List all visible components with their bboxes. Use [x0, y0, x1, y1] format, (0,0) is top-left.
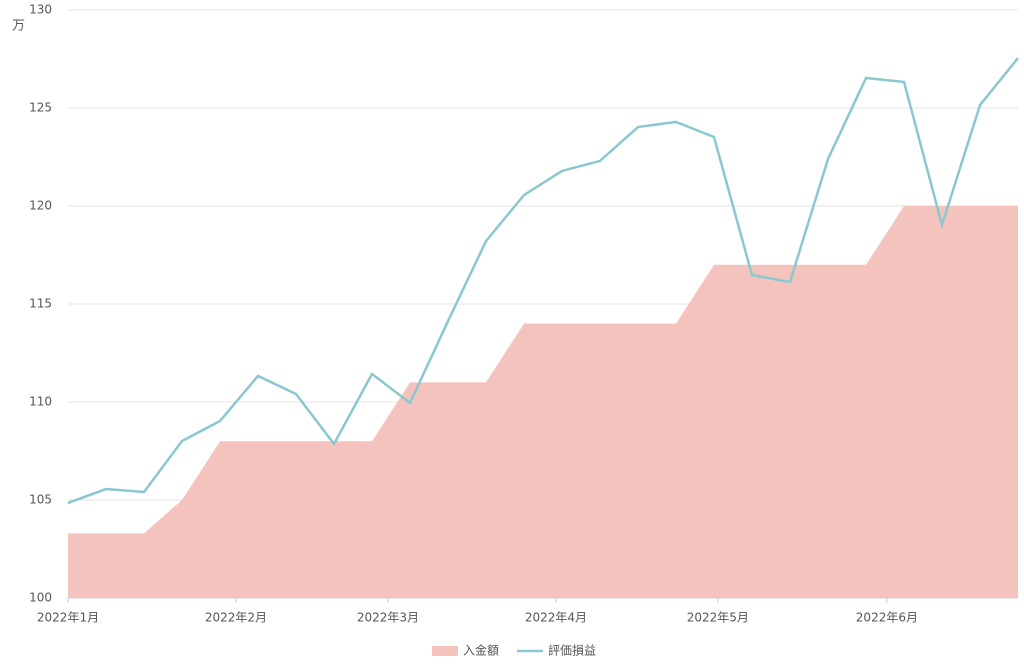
- area: [68, 206, 1018, 598]
- x-tick-label: 2022年1月: [37, 611, 99, 625]
- x-tick-label: 2022年5月: [687, 611, 749, 625]
- legend-label: 入金額: [463, 643, 499, 658]
- x-tick-label: 2022年4月: [525, 611, 587, 625]
- y-tick-label: 125: [29, 101, 52, 115]
- y-tick-label: 105: [29, 493, 52, 507]
- y-tick-label: 120: [29, 199, 52, 213]
- legend-swatch: [432, 646, 458, 656]
- x-tick-label: 2022年2月: [205, 611, 267, 625]
- y-tick-label: 130: [29, 3, 52, 17]
- x-tick-label: 2022年6月: [856, 611, 918, 625]
- y-tick-label: 110: [29, 395, 52, 409]
- y-unit: 万: [12, 19, 25, 34]
- legend-label: 評価損益: [548, 643, 596, 658]
- y-tick-label: 100: [29, 591, 52, 605]
- line: [67, 57, 1019, 505]
- y-tick-label: 115: [29, 297, 52, 311]
- x-tick-label: 2022年3月: [357, 611, 419, 625]
